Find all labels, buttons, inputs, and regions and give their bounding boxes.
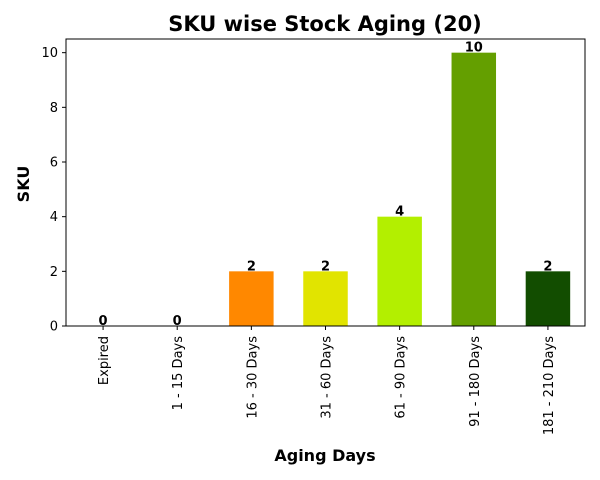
data-label-6: 2 [543,259,552,274]
x-tick-label-1: 1 - 15 Days [171,336,186,411]
data-label-5: 10 [465,41,483,56]
x-tick-label-4: 61 - 90 Days [394,336,409,419]
y-tick-label-5: 10 [41,46,58,61]
data-label-1: 0 [173,314,182,329]
y-tick-label-2: 4 [50,210,58,225]
y-tick-label-4: 8 [50,101,58,116]
y-tick-label-3: 6 [50,156,58,171]
x-tick-label-0: Expired [97,336,112,385]
data-label-2: 2 [247,259,256,274]
bar-5 [451,52,497,327]
plot-area: 0 0 2 2 4 10 2 0 2 4 6 8 10 Expired 1 - 15 Days 16 - 30… [41,38,586,435]
bar-4 [377,216,422,326]
x-tick-label-5: 91 - 180 Days [468,336,483,427]
chart-title: SKU wise Stock Aging (20) [168,12,482,36]
bar-3 [303,271,348,326]
data-label-3: 2 [321,259,330,274]
y-axis-label: SKU [14,166,33,203]
x-tick-label-6: 181 - 210 Days [542,336,557,435]
y-tick-label-0: 0 [50,320,58,335]
data-label-0: 0 [99,314,108,329]
x-axis-label: Aging Days [274,446,375,465]
bar-6 [525,271,571,326]
bar-2 [229,271,274,326]
data-label-4: 4 [395,205,404,220]
x-tick-label-2: 16 - 30 Days [245,336,260,419]
x-tick-label-3: 31 - 60 Days [320,336,335,419]
y-tick-label-1: 2 [50,265,58,280]
